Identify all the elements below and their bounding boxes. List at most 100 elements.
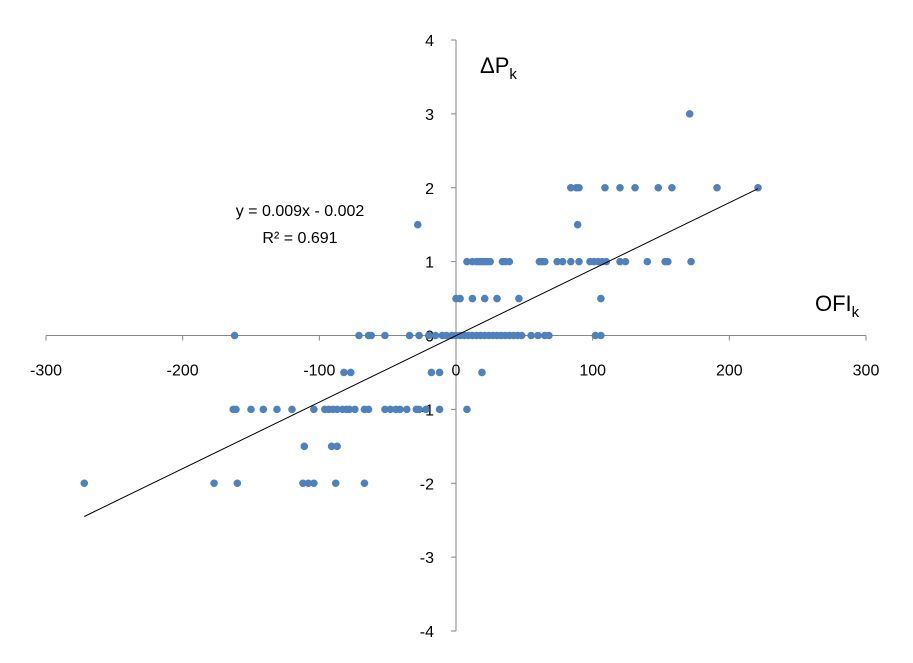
data-point <box>299 479 307 488</box>
x-axis-ticks: -300 -200 -100 0 100 200 300 <box>30 335 880 380</box>
data-point <box>310 405 318 414</box>
data-point <box>654 183 663 192</box>
data-point <box>80 479 89 488</box>
data-point <box>415 405 423 414</box>
data-point <box>386 405 395 414</box>
data-point <box>230 331 239 340</box>
x-axis-label: OFIk <box>815 291 860 321</box>
y-axis-label-main: ΔP <box>480 53 509 78</box>
data-point <box>396 405 404 414</box>
data-point <box>300 442 309 451</box>
data-point <box>210 479 218 488</box>
data-point <box>415 331 423 340</box>
data-point <box>463 257 471 266</box>
data-point <box>424 331 433 340</box>
y-tick-label: -3 <box>420 550 434 567</box>
data-point <box>259 405 268 414</box>
data-point <box>621 257 630 266</box>
data-point <box>517 331 526 340</box>
data-point <box>597 331 605 340</box>
y-tick-label: 3 <box>425 107 434 124</box>
data-point <box>664 257 672 266</box>
data-point <box>463 405 471 414</box>
data-point <box>541 257 549 266</box>
data-point <box>515 294 523 303</box>
y-axis-label-subscript: k <box>509 66 517 83</box>
data-point <box>573 220 582 229</box>
data-point <box>668 183 676 192</box>
y-tick-label: -4 <box>420 624 434 641</box>
data-point <box>381 405 389 414</box>
x-tick-label: 200 <box>716 363 743 380</box>
x-tick-label: 0 <box>452 363 461 380</box>
data-points <box>80 110 762 488</box>
data-point <box>367 331 376 340</box>
y-tick-label: 2 <box>425 181 434 198</box>
y-axis-label: ΔPk <box>480 53 517 83</box>
data-point <box>435 405 444 414</box>
data-point <box>558 257 567 266</box>
data-point <box>685 110 694 118</box>
data-point <box>493 294 501 303</box>
data-point <box>288 405 296 414</box>
data-point <box>616 257 624 266</box>
data-point <box>575 183 583 192</box>
data-point <box>346 368 355 377</box>
data-point <box>643 257 652 266</box>
data-point <box>616 183 624 192</box>
data-point <box>364 405 373 414</box>
x-tick-label: 300 <box>853 363 880 380</box>
data-point <box>527 331 535 340</box>
data-point <box>505 257 514 266</box>
data-point <box>431 331 440 340</box>
data-point <box>631 183 639 192</box>
x-axis-label-subscript: k <box>852 304 860 321</box>
y-tick-label: -2 <box>420 476 434 493</box>
data-point <box>333 405 341 414</box>
x-tick-label: -300 <box>30 363 62 380</box>
trendline-r-squared: R² = 0.691 <box>262 230 337 247</box>
x-tick-label: 100 <box>579 363 606 380</box>
data-point <box>601 183 609 192</box>
data-point <box>381 331 389 340</box>
data-point <box>553 257 561 266</box>
trendline <box>84 188 759 517</box>
data-point <box>405 331 414 340</box>
data-point <box>345 405 354 414</box>
x-tick-label: -100 <box>303 363 335 380</box>
data-point <box>273 405 281 414</box>
data-point <box>327 442 336 451</box>
x-tick-label: -200 <box>167 363 199 380</box>
data-point <box>310 479 318 488</box>
y-tick-label: 1 <box>425 255 434 272</box>
y-tick-label: 4 <box>425 33 434 50</box>
data-point <box>567 257 575 266</box>
data-point <box>545 331 553 340</box>
data-point <box>427 368 436 377</box>
data-point <box>333 442 341 451</box>
data-point <box>442 331 451 340</box>
data-point <box>480 294 489 303</box>
data-point <box>351 405 359 414</box>
data-point <box>534 331 542 340</box>
data-point <box>422 405 430 414</box>
data-point <box>247 405 255 414</box>
data-point <box>355 331 363 340</box>
data-point <box>456 294 464 303</box>
x-axis-label-main: OFI <box>815 291 852 316</box>
data-point <box>591 331 600 340</box>
data-point <box>713 183 721 192</box>
data-point <box>597 294 605 303</box>
data-point <box>567 183 575 192</box>
data-point <box>340 368 348 377</box>
data-point <box>331 479 340 488</box>
data-point <box>478 368 486 377</box>
data-point <box>468 294 477 303</box>
trendline-equation: y = 0.009x - 0.002 <box>236 203 365 220</box>
data-point <box>232 405 240 414</box>
data-point <box>435 368 444 377</box>
data-point <box>413 220 422 229</box>
data-point <box>360 479 369 488</box>
data-point <box>687 257 695 266</box>
